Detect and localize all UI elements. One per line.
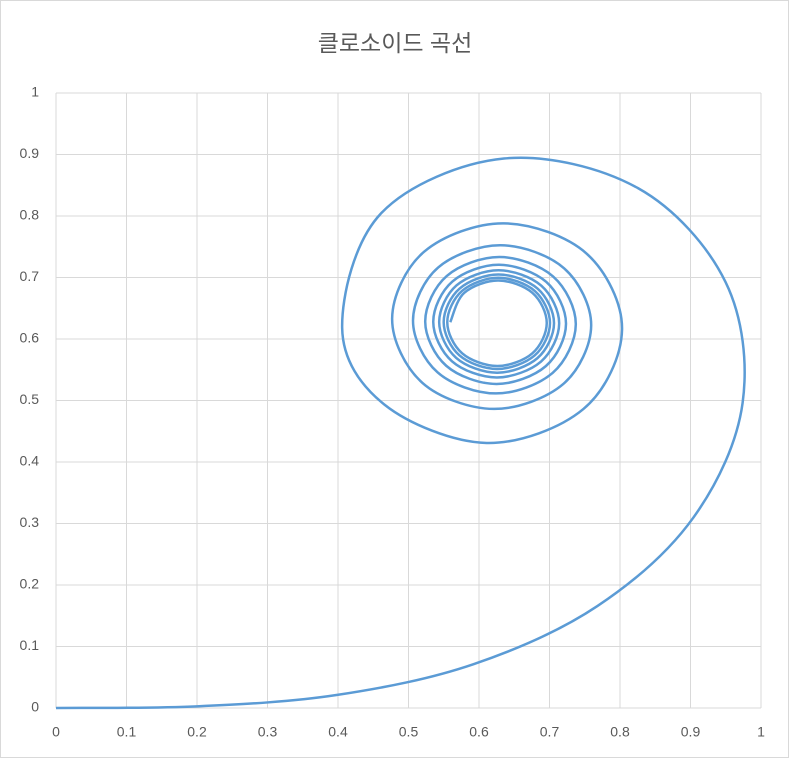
x-tick-label: 0 xyxy=(52,724,60,740)
y-tick-label: 0 xyxy=(31,699,39,715)
x-tick-label: 0.4 xyxy=(328,724,348,740)
x-tick-label: 0.1 xyxy=(117,724,137,740)
x-tick-label: 0.6 xyxy=(469,724,489,740)
y-tick-label: 0.2 xyxy=(20,576,40,592)
x-tick-label: 0.2 xyxy=(187,724,207,740)
x-tick-label: 0.3 xyxy=(258,724,278,740)
y-tick-label: 0.9 xyxy=(20,145,40,161)
x-tick-label: 0.5 xyxy=(399,724,419,740)
y-tick-label: 0.4 xyxy=(20,453,40,469)
line-series xyxy=(55,156,746,710)
y-tick-label: 0.7 xyxy=(20,268,40,284)
x-tick-label: 1 xyxy=(757,724,765,740)
y-tick-label: 0.5 xyxy=(20,391,40,407)
chart-title: 클로소이드 곡선 xyxy=(318,30,473,56)
y-tick-label: 0.6 xyxy=(20,330,40,346)
x-tick-label: 0.7 xyxy=(540,724,560,740)
x-tick-label: 0.8 xyxy=(610,724,630,740)
y-tick-label: 0.1 xyxy=(20,637,40,653)
x-tick-label: 0.9 xyxy=(681,724,701,740)
y-tick-label: 1 xyxy=(31,84,39,100)
y-tick-label: 0.8 xyxy=(20,207,40,223)
y-tick-label: 0.3 xyxy=(20,514,40,530)
